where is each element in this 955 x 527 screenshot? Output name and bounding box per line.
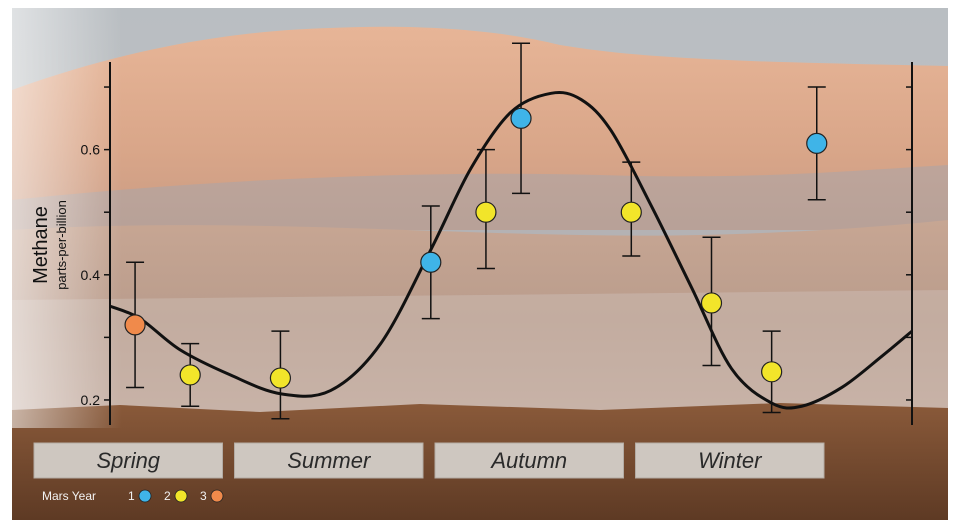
season-box-background <box>434 442 624 479</box>
season-box-summer: Summer <box>234 442 424 479</box>
data-point-marker <box>179 364 201 386</box>
season-box-background <box>33 442 223 479</box>
legend-entry-year-1: 1 <box>128 489 152 503</box>
data-point-year-2 <box>269 330 292 420</box>
legend-swatch <box>174 489 188 503</box>
legend-entry-label: 2 <box>164 489 171 503</box>
data-point-marker <box>420 251 442 273</box>
data-point-marker <box>806 132 828 154</box>
data-point-marker <box>761 361 783 383</box>
legend-entry-label: 3 <box>200 489 207 503</box>
fit-curve-layer <box>109 91 913 410</box>
data-point-marker <box>269 367 292 389</box>
data-point-year-2 <box>700 236 723 367</box>
season-label: Summer <box>287 448 372 473</box>
data-point-marker <box>124 314 146 336</box>
y-tick-label: 0.6 <box>81 142 101 158</box>
data-point-year-2 <box>475 148 497 270</box>
season-label: Winter <box>698 448 763 473</box>
season-box-winter: Winter <box>635 442 825 479</box>
fit-curve-line <box>109 91 913 410</box>
season-box-background <box>234 442 424 479</box>
season-label: Spring <box>96 448 160 473</box>
y-axis-title: Methane <box>30 206 52 284</box>
legend-entry-year-2: 2 <box>164 489 188 503</box>
season-box-background <box>635 442 825 479</box>
data-point-marker <box>510 107 532 129</box>
y-axis-subtitle: parts-per-billion <box>54 200 69 290</box>
data-point-year-2 <box>761 330 783 414</box>
legend-entry-label: 1 <box>128 489 135 503</box>
season-label: Autumn <box>489 448 567 473</box>
axes: 0.2 0.4 0.6 <box>81 62 913 425</box>
data-points-layer <box>124 42 828 420</box>
legend-entry-year-3: 3 <box>200 489 224 503</box>
legend-swatch <box>210 489 224 503</box>
data-point-year-2 <box>179 342 201 407</box>
legend-swatch <box>138 489 152 503</box>
data-point-year-3 <box>124 261 146 389</box>
legend: Mars Year 1 2 3 <box>42 489 224 503</box>
data-point-year-1 <box>420 205 442 320</box>
season-box-autumn: Autumn <box>434 442 624 479</box>
data-point-marker <box>475 201 497 223</box>
season-labels: Spring Summer Autumn Winter <box>33 442 825 479</box>
y-tick-label: 0.2 <box>81 392 101 408</box>
data-point-marker <box>700 292 723 314</box>
data-point-marker <box>620 201 642 223</box>
data-point-year-2 <box>620 161 642 257</box>
data-point-year-1 <box>510 42 532 195</box>
legend-title: Mars Year <box>42 489 96 503</box>
y-axis-unit-label: parts-per-billion <box>54 200 69 290</box>
y-tick-label: 0.4 <box>81 267 101 283</box>
y-axis-label: Methane <box>30 206 52 284</box>
season-box-spring: Spring <box>33 442 223 479</box>
data-point-year-1 <box>806 86 828 201</box>
